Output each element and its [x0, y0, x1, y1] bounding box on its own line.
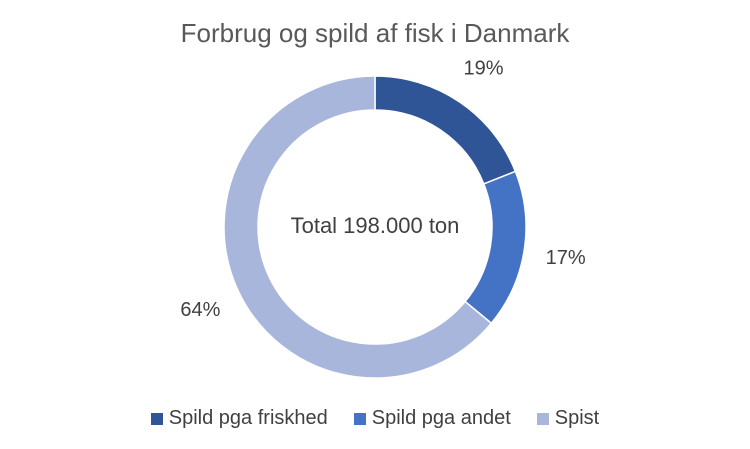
legend: Spild pga friskhed Spild pga andet Spist	[0, 407, 750, 430]
center-total-label: Total 198.000 ton	[290, 213, 460, 238]
legend-swatch	[353, 412, 366, 425]
value-label-spild-friskhed: 19%	[463, 57, 503, 79]
value-label-spist: 64%	[180, 299, 220, 321]
slice-spild-friskhed	[374, 75, 517, 185]
legend-item-spist: Spist	[536, 407, 600, 430]
chart-title: Forbrug og spild af fisk i Danmark	[180, 18, 570, 48]
legend-swatch	[150, 412, 163, 425]
legend-label: Spild pga friskhed	[168, 407, 328, 429]
legend-swatch	[536, 412, 549, 425]
slice-spild-andet	[464, 170, 527, 325]
legend-label: Spist	[554, 407, 600, 429]
legend-label: Spild pga andet	[371, 407, 511, 429]
legend-item-spild-andet: Spild pga andet	[353, 407, 511, 430]
slice-spist	[223, 75, 493, 379]
value-label-spild-andet: 17%	[546, 247, 586, 269]
legend-item-spild-friskhed: Spild pga friskhed	[150, 407, 328, 430]
